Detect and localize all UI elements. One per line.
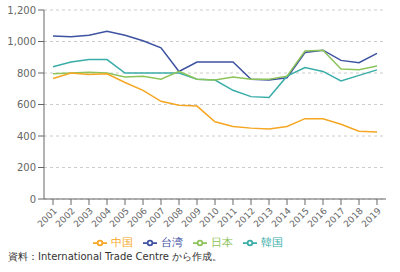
svg-text:1,200: 1,200 [8,5,36,16]
svg-text:2001: 2001 [36,206,59,229]
svg-text:2013: 2013 [252,206,275,229]
html-text:日本: 日本 [211,236,233,249]
svg-text:2007: 2007 [144,206,167,229]
svg-text:2008: 2008 [162,206,185,229]
svg-text:600: 600 [17,99,36,110]
svg-text:2014: 2014 [270,206,293,229]
svg-text:2019: 2019 [360,206,383,229]
svg-text:2017: 2017 [324,206,347,229]
svg-text:2009: 2009 [180,206,203,229]
html-text:台湾: 台湾 [161,236,183,249]
svg-text:0: 0 [30,194,36,205]
svg-text:2011: 2011 [216,206,239,229]
svg-text:800: 800 [17,68,36,79]
svg-text:2018: 2018 [342,206,365,229]
svg-text:2004: 2004 [90,206,113,229]
html-text:中国: 中国 [111,236,133,249]
svg-text:2016: 2016 [306,206,329,229]
svg-text:2010: 2010 [198,206,221,229]
svg-text:2006: 2006 [126,206,149,229]
svg-text:200: 200 [17,162,36,173]
svg-text:2005: 2005 [108,206,131,229]
svg-text:2002: 2002 [54,206,77,229]
svg-text:2012: 2012 [234,206,257,229]
html-text:資料：International Trade Centre: 資料：International Trade Centre から作成。 [8,251,223,262]
svg-text:2003: 2003 [72,206,95,229]
html-text:韓国: 韓国 [261,236,283,249]
svg-text:400: 400 [17,131,36,142]
svg-text:1,000: 1,000 [8,36,36,47]
svg-text:2015: 2015 [288,206,311,229]
